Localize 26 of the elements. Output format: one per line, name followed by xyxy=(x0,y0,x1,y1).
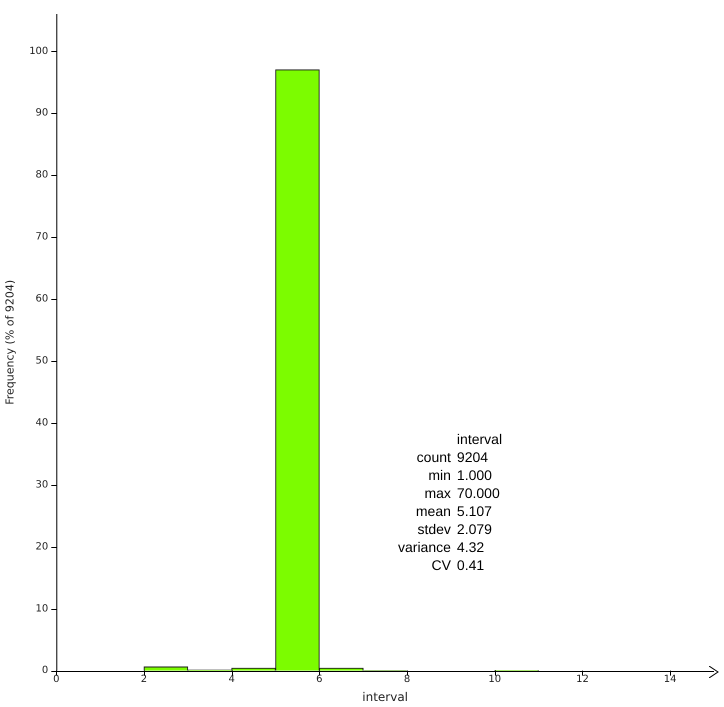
y-tick-label: 0 xyxy=(42,665,48,676)
y-tick-label: 70 xyxy=(36,232,48,243)
x-tick-label: 4 xyxy=(228,674,235,686)
x-tick-label: 14 xyxy=(664,674,677,686)
y-tick-label: 90 xyxy=(36,108,48,119)
y-tick-label: 10 xyxy=(36,603,48,614)
y-axis-title: Frequency (% of 9204) xyxy=(3,280,16,405)
x-tick-label: 12 xyxy=(576,674,589,686)
y-tick-label: 20 xyxy=(36,541,48,552)
x-tick-label: 6 xyxy=(316,674,323,686)
y-tick-label: 60 xyxy=(36,294,48,305)
annotation: interval xyxy=(456,430,504,448)
x-tick-label: 10 xyxy=(488,674,502,686)
annotation: stdev 2.079 xyxy=(416,520,493,538)
y-tick-label: 30 xyxy=(36,479,48,490)
y-tick-label: 40 xyxy=(36,417,48,428)
annotation: CV 0.41 xyxy=(430,556,486,574)
annotation: variance 4.32 xyxy=(397,538,486,556)
y-tick-label: 50 xyxy=(36,355,48,366)
annotation: mean 5.107 xyxy=(414,502,493,520)
annotation: max 70.000 xyxy=(423,484,501,502)
y-tick-label: 100 xyxy=(29,46,48,57)
y-tick-label: 80 xyxy=(36,170,48,181)
annotation: min 1.000 xyxy=(427,466,493,484)
annotation: count 9204 xyxy=(416,448,490,466)
x-axis-title: interval xyxy=(362,690,408,704)
